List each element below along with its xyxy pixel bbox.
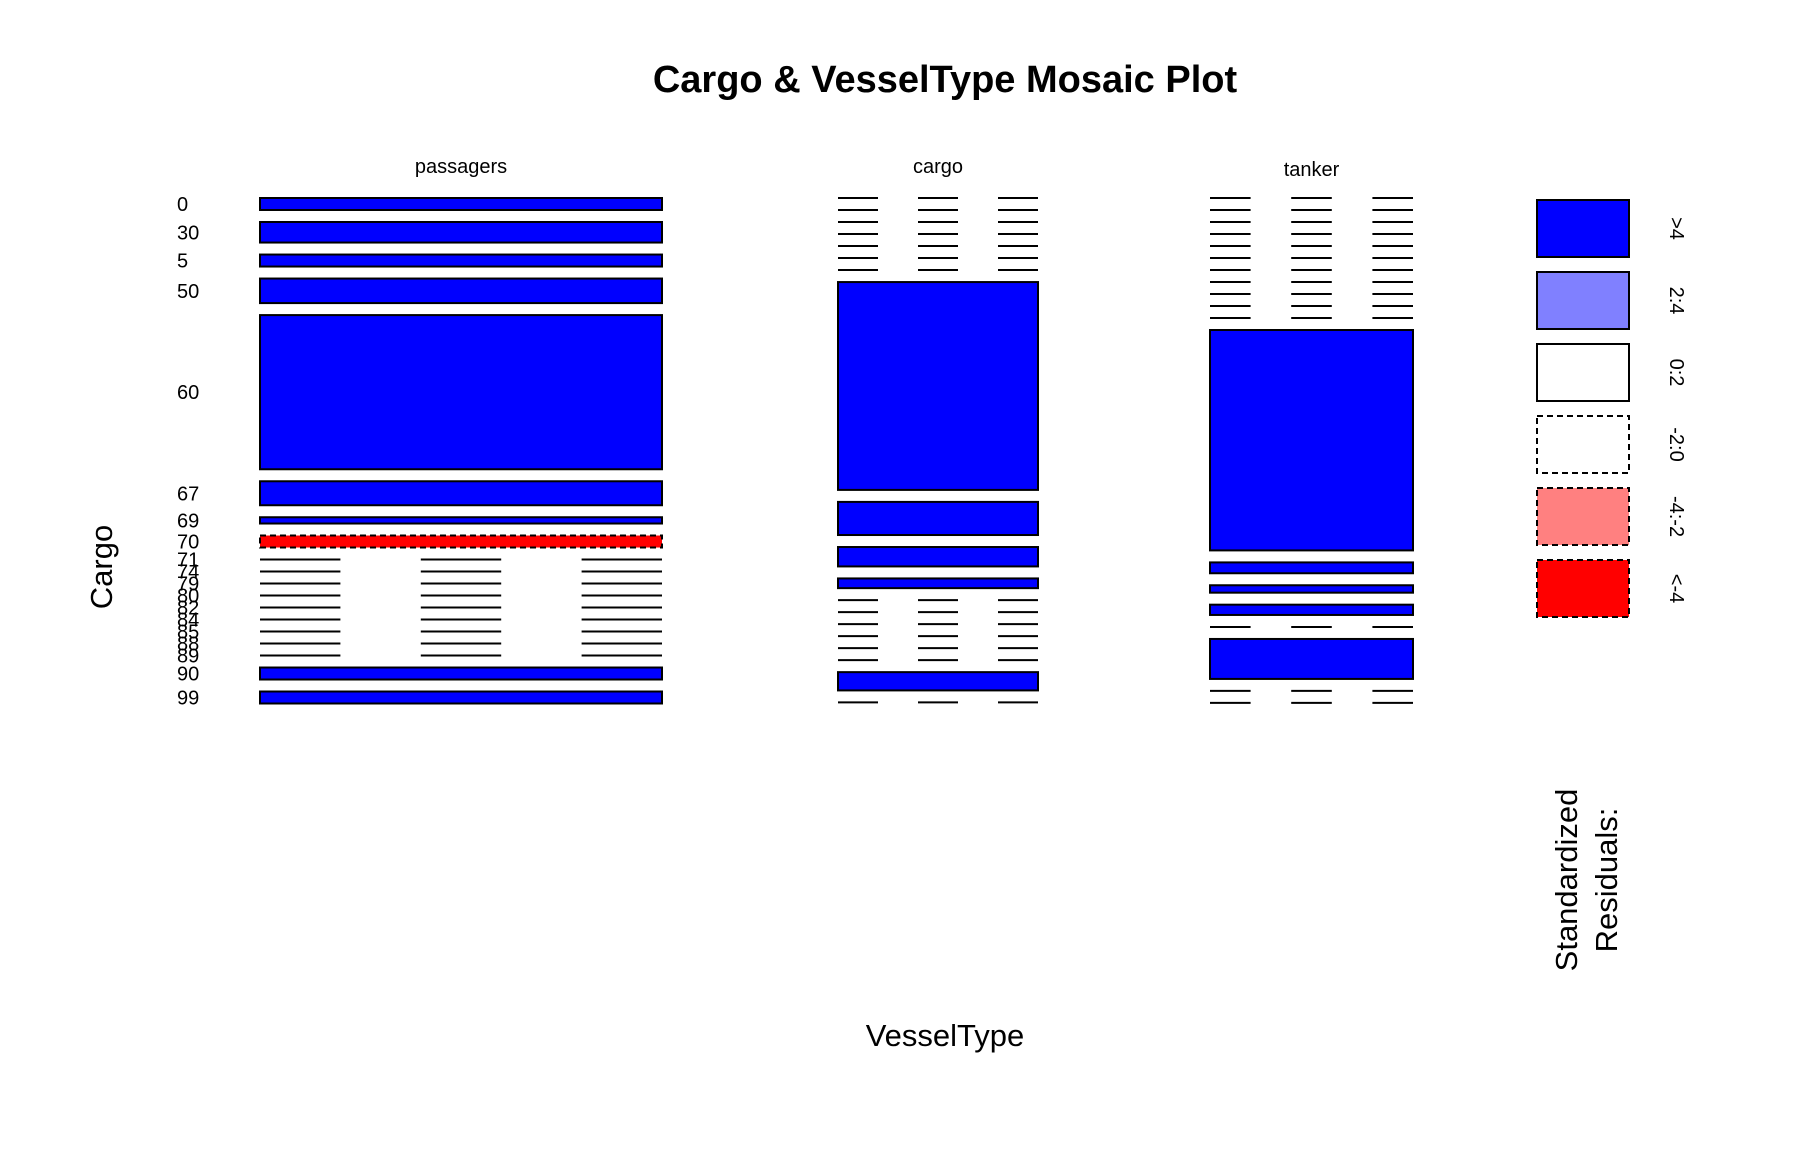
y-axis-label: Cargo xyxy=(84,525,119,609)
cell-cargo-70 xyxy=(837,281,1039,491)
cell-tanker-89 xyxy=(1209,637,1414,680)
cargo-label-80: 80 xyxy=(177,586,199,608)
cargo-label-82: 82 xyxy=(177,598,199,620)
cargo-label-90: 90 xyxy=(177,664,199,686)
cell-passagers-70 xyxy=(259,534,663,549)
column-label-tanker: tanker xyxy=(1284,159,1340,181)
legend-label-neg_mid: -4:-2 xyxy=(1665,496,1687,537)
column-tanker: tanker xyxy=(1209,159,1414,704)
legend-label-neg_low: -2:0 xyxy=(1665,427,1687,461)
legend-swatch-pos_high xyxy=(1536,199,1630,258)
cell-passagers-50 xyxy=(259,277,663,305)
column-label-passagers: passagers xyxy=(415,156,507,178)
cargo-label-71: 71 xyxy=(177,550,199,572)
cargo-label-30: 30 xyxy=(177,222,199,244)
cargo-label-74: 74 xyxy=(177,562,199,584)
cell-passagers-90 xyxy=(259,666,663,681)
x-axis-label: VesselType xyxy=(866,1018,1025,1053)
legend-swatch-neg_high xyxy=(1536,559,1630,618)
cargo-label-0: 0 xyxy=(177,194,188,216)
column-label-cargo: cargo xyxy=(913,156,963,178)
cell-passagers-99 xyxy=(259,690,663,705)
cargo-label-79: 79 xyxy=(177,574,199,596)
cargo-label-89: 89 xyxy=(177,646,199,668)
legend-title-line-1: Standardized xyxy=(1549,789,1584,972)
cell-passagers-67 xyxy=(259,480,663,507)
cell-passagers-69 xyxy=(259,516,663,525)
cargo-label-69: 69 xyxy=(177,510,199,532)
cargo-label-60: 60 xyxy=(177,382,199,404)
cargo-label-5: 5 xyxy=(177,251,188,273)
legend-label-pos_mid: 2:4 xyxy=(1665,287,1687,315)
legend-label-pos_high: >4 xyxy=(1665,217,1687,240)
cell-cargo-90 xyxy=(837,671,1039,692)
cargo-label-67: 67 xyxy=(177,483,199,505)
chart-title: Cargo & VesselType Mosaic Plot xyxy=(653,59,1238,101)
cargo-label-70: 70 xyxy=(177,532,199,554)
cargo-label-85: 85 xyxy=(177,622,199,644)
cell-passagers-5 xyxy=(259,253,663,268)
legend-swatch-neg_mid xyxy=(1536,487,1630,546)
cell-cargo-74 xyxy=(837,546,1039,568)
cell-passagers-0 xyxy=(259,197,663,211)
legend-swatch-pos_low xyxy=(1536,343,1630,402)
cell-tanker-82 xyxy=(1209,561,1414,575)
cell-passagers-30 xyxy=(259,220,663,244)
legend-swatch-pos_mid xyxy=(1536,271,1630,330)
cargo-label-84: 84 xyxy=(177,610,199,632)
legend-title-line-2: Residuals: xyxy=(1589,808,1624,953)
mosaic-columns: passagers cargo tanker xyxy=(259,156,1414,705)
cell-tanker-85 xyxy=(1209,603,1414,616)
legend-label-neg_high: <-4 xyxy=(1665,574,1687,603)
cell-cargo-79 xyxy=(837,577,1039,590)
cell-tanker-84 xyxy=(1209,584,1414,594)
cell-cargo-71 xyxy=(837,500,1039,537)
cargo-label-50: 50 xyxy=(177,281,199,303)
legend-swatch-neg_low xyxy=(1536,415,1630,474)
cargo-label-99: 99 xyxy=(177,688,199,710)
legend-label-pos_low: 0:2 xyxy=(1665,359,1687,387)
column-cargo: cargo xyxy=(837,156,1039,704)
residual-legend: Standardized Residuals: >4 2:4 0:2 -2:0 -4:-… xyxy=(1536,199,1687,972)
cell-tanker-80 xyxy=(1209,329,1414,552)
cargo-label-88: 88 xyxy=(177,634,199,656)
column-passagers: passagers xyxy=(259,156,663,705)
cell-passagers-60 xyxy=(259,314,663,471)
